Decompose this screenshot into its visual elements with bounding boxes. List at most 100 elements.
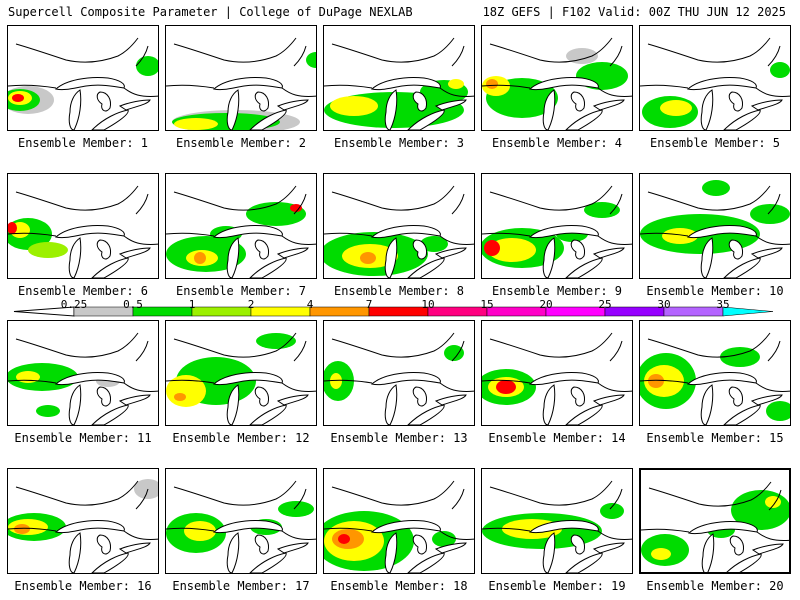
member-map-graphic: [640, 332, 790, 425]
member-map-graphic: [166, 185, 316, 278]
scp-contour-blob: [420, 236, 448, 252]
great-lake-outline: [750, 247, 783, 259]
page-title: Supercell Composite Parameter | College …: [8, 5, 413, 19]
scp-contour-blob: [660, 100, 692, 116]
coastline: [166, 332, 316, 392]
scp-contour-blob: [484, 240, 500, 256]
scp-contour-blob: [256, 333, 296, 349]
member-map-18: [323, 468, 475, 574]
great-lake-outline: [407, 257, 445, 278]
great-lake-outline: [370, 520, 441, 534]
coastline: [640, 185, 790, 245]
scp-contour-blob: [174, 393, 186, 401]
coastline: [482, 37, 632, 97]
great-lake-outline: [565, 404, 603, 425]
great-lake-outline: [249, 257, 287, 278]
great-lake-outline: [254, 534, 269, 555]
scp-contour-blob: [338, 534, 350, 544]
scp-contour-blob: [278, 501, 314, 517]
great-lake-outline: [412, 91, 427, 112]
scp-contour-blob: [330, 96, 378, 116]
great-lake-outline: [249, 552, 287, 573]
great-lake-outline: [212, 225, 283, 239]
member-map-19: [481, 468, 633, 574]
great-lake-outline: [370, 225, 441, 239]
great-lake-outline: [96, 239, 111, 260]
great-lake-outline: [118, 99, 151, 111]
great-lake-outline: [723, 257, 761, 278]
colorbar-swatch: [191, 306, 252, 317]
member-map-graphic: [8, 185, 158, 278]
coastline: [324, 37, 474, 97]
great-lake-outline: [542, 532, 556, 573]
member-map-graphic: [8, 479, 158, 573]
member-map-5: [639, 25, 791, 131]
great-lake-outline: [276, 99, 309, 111]
great-lake-outline: [384, 532, 398, 573]
member-caption: Ensemble Member: 19: [488, 579, 626, 593]
great-lake-outline: [54, 372, 125, 386]
coastline: [640, 332, 790, 392]
member-caption: Ensemble Member: 3: [333, 136, 465, 150]
member-map-graphic: [166, 480, 316, 573]
member-map-graphic: [324, 480, 474, 573]
scp-contour-blob: [486, 79, 498, 89]
member-caption: Ensemble Member: 11: [14, 431, 152, 445]
great-lake-outline: [528, 225, 599, 239]
colorbar-swatch: [250, 306, 311, 317]
colorbar-swatch: [663, 306, 724, 317]
member-map-graphic: [640, 37, 790, 130]
colorbar-tick-label: 4: [306, 298, 314, 311]
scp-contour-blob: [648, 374, 664, 388]
great-lake-outline: [565, 257, 603, 278]
great-lake-outline: [68, 532, 82, 573]
great-lake-outline: [570, 534, 585, 555]
great-lake-outline: [592, 247, 625, 259]
scp-contour-blob: [28, 242, 68, 258]
colorbar: [13, 306, 774, 317]
coastline: [8, 480, 158, 540]
great-lake-outline: [276, 247, 309, 259]
colorbar-tick-label: 20: [539, 298, 553, 311]
great-lake-outline: [570, 386, 585, 407]
member-caption: Ensemble Member: 12: [172, 431, 310, 445]
colorbar-swatch: [427, 306, 488, 317]
scp-contour-blob: [290, 204, 302, 212]
great-lake-outline: [434, 99, 467, 111]
colorbar-tick-label: 25: [598, 298, 612, 311]
member-caption: Ensemble Member: 17: [172, 579, 310, 593]
great-lake-outline: [412, 534, 427, 555]
great-lake-outline: [686, 225, 757, 239]
great-lake-outline: [728, 239, 743, 260]
member-map-17: [165, 468, 317, 574]
great-lake-outline: [726, 553, 762, 572]
member-map-graphic: [166, 332, 316, 425]
great-lake-outline: [249, 109, 287, 130]
member-map-graphic: [482, 37, 632, 130]
great-lake-outline: [565, 552, 603, 573]
great-lake-outline: [542, 384, 556, 425]
coastline: [324, 332, 474, 392]
scp-contour-blob: [134, 479, 158, 499]
scp-contour-blob: [8, 222, 17, 234]
scp-contour-blob: [600, 503, 624, 519]
great-lake-outline: [412, 386, 427, 407]
coastline: [324, 185, 474, 245]
scp-contour-blob: [488, 238, 536, 262]
coastline: [482, 480, 632, 540]
member-map-graphic: [324, 37, 474, 130]
great-lake-outline: [226, 532, 240, 573]
member-map-graphic: [324, 332, 474, 425]
colorbar-tick-label: 0.5: [123, 298, 143, 311]
member-caption: Ensemble Member: 18: [330, 579, 468, 593]
member-caption: Ensemble Member: 13: [330, 431, 468, 445]
member-caption: Ensemble Member: 1: [17, 136, 149, 150]
member-map-9: [481, 173, 633, 279]
member-map-4: [481, 25, 633, 131]
great-lake-outline: [701, 533, 715, 572]
scp-contour-blob: [194, 252, 206, 264]
colorbar-swatch: [545, 306, 606, 317]
member-caption: Ensemble Member: 2: [175, 136, 307, 150]
coastline: [482, 332, 632, 392]
great-lake-outline: [54, 77, 125, 91]
